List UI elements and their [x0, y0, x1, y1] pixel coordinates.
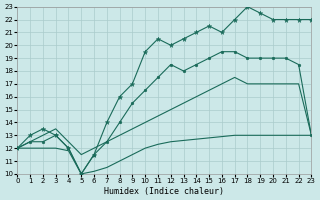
- X-axis label: Humidex (Indice chaleur): Humidex (Indice chaleur): [104, 187, 224, 196]
